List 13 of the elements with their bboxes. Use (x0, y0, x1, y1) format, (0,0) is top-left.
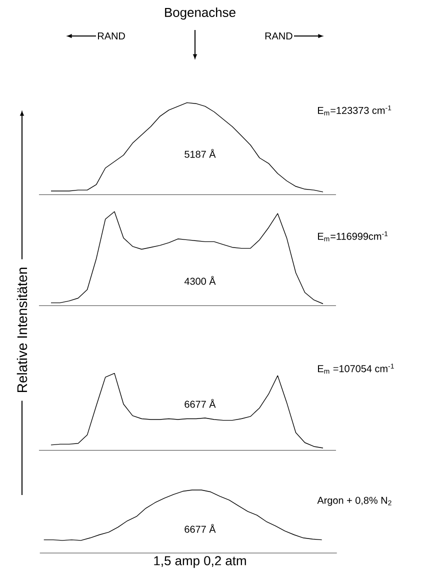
annotation: E$_{m}$=123373 cm$^{-1}$ (318, 105, 392, 116)
x-axis-title: 1,5 amp 0,2 atm (154, 556, 246, 568)
annotation: 6677 Å (184, 399, 216, 408)
annotation: E$_{m}$ =107054 cm$^{-1}$ (318, 364, 394, 374)
text: RAND (98, 32, 125, 40)
annotation: Argon + 0,8% N$_{2}$ (317, 496, 392, 506)
y-axis-title: Relative Intensitäten (16, 268, 28, 392)
text: RAND (265, 32, 292, 40)
annotation: 5187 Å (184, 149, 216, 158)
annotation: 4300 Å (184, 276, 216, 285)
annotation: 6677 Å (184, 524, 216, 533)
annotation: E$_{m}$=116999cm$^{-1}$ (318, 231, 388, 242)
chart-title: Bogenachse (165, 8, 236, 20)
